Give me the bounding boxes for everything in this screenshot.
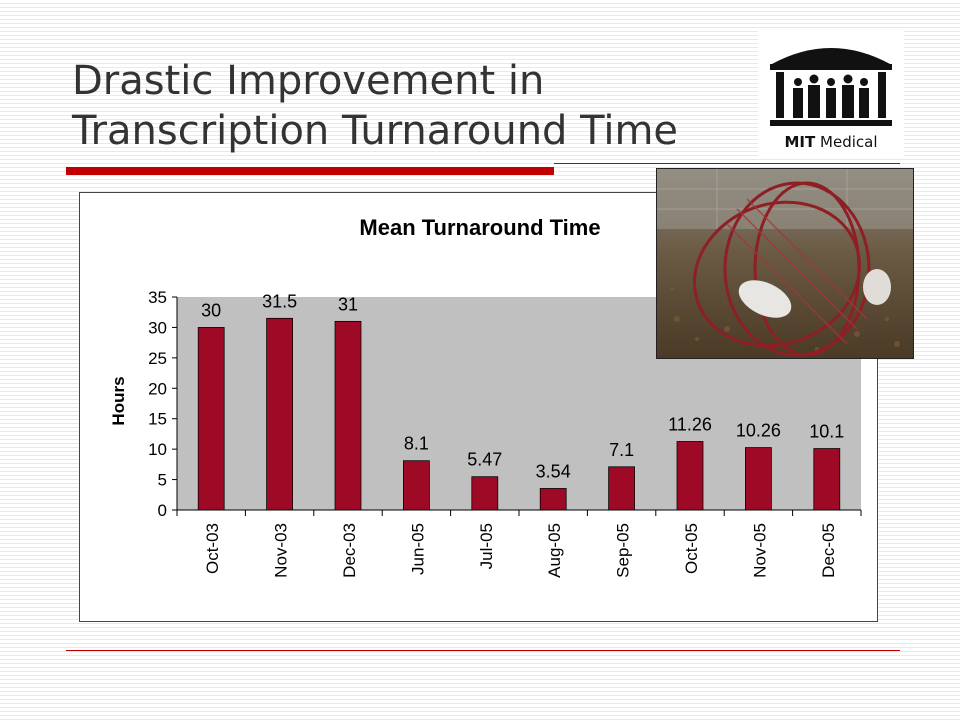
data-label: 30 — [201, 300, 221, 320]
data-label: 31.5 — [262, 291, 297, 311]
x-tick-label: Aug-05 — [545, 523, 564, 578]
bar — [471, 476, 499, 511]
logo-wordmark: MIT Medical — [784, 133, 878, 151]
y-axis-label: Hours — [109, 376, 128, 425]
bar — [813, 448, 841, 511]
title-accent-bar — [66, 167, 554, 175]
bar — [197, 327, 225, 511]
x-tick-label: Oct-03 — [203, 523, 222, 574]
data-label: 3.54 — [536, 461, 571, 481]
x-tick-label: Nov-03 — [272, 523, 291, 578]
data-label: 10.1 — [809, 422, 844, 442]
bar — [266, 317, 293, 511]
data-label: 5.47 — [467, 450, 502, 470]
x-tick-label: Dec-05 — [819, 523, 838, 578]
hamster-wheel-image — [657, 169, 913, 358]
y-tick-label: 35 — [148, 288, 167, 307]
slide-title-line-1: Drastic Improvement in — [72, 58, 545, 104]
slide-title: Drastic Improvement in Transcription Tur… — [72, 56, 752, 156]
y-tick-label: 0 — [158, 501, 167, 520]
y-tick-label: 10 — [148, 440, 167, 459]
y-tick-label: 30 — [148, 318, 167, 337]
y-tick-label: 25 — [148, 349, 167, 368]
bar — [334, 320, 362, 511]
bar — [539, 488, 567, 511]
bars — [197, 317, 841, 511]
bar — [403, 460, 430, 511]
data-label: 10.26 — [736, 421, 781, 441]
data-label: 31 — [338, 294, 358, 314]
x-axis: Oct-03 Nov-03 Dec-03 Jun-05 Jul-05 Aug-05 Sep-… — [176, 509, 862, 578]
chart-title: Mean Turnaround Time — [359, 215, 600, 240]
data-label: 7.1 — [609, 440, 634, 460]
data-labels: 30 31.5 31 8.1 5.47 3.54 7.1 11.26 10.26 10.1 — [201, 291, 844, 481]
bar — [608, 466, 635, 511]
title-divider-line — [554, 163, 900, 164]
slide-title-line-2: Transcription Turnaround Time — [72, 108, 679, 154]
data-label: 8.1 — [404, 434, 429, 454]
hamster-wheel-photo — [656, 168, 914, 359]
x-tick-label: Oct-05 — [682, 523, 701, 574]
bar — [745, 447, 772, 511]
x-tick-label: Jul-05 — [477, 523, 496, 569]
x-tick-label: Nov-05 — [750, 523, 769, 578]
y-tick-label: 15 — [148, 410, 167, 429]
logo-building-icon — [770, 48, 892, 126]
y-tick-label: 5 — [158, 471, 167, 490]
data-label: 11.26 — [668, 414, 712, 434]
x-tick-label: Dec-03 — [340, 523, 359, 578]
footer-divider-line — [66, 650, 900, 651]
x-tick-label: Jun-05 — [408, 523, 427, 575]
bar — [676, 441, 704, 511]
x-tick-label: Sep-05 — [614, 523, 633, 578]
y-axis: 0 5 10 15 20 25 30 35 — [148, 288, 178, 520]
y-tick-label: 20 — [148, 379, 167, 398]
mit-medical-logo: MIT Medical — [758, 30, 904, 158]
